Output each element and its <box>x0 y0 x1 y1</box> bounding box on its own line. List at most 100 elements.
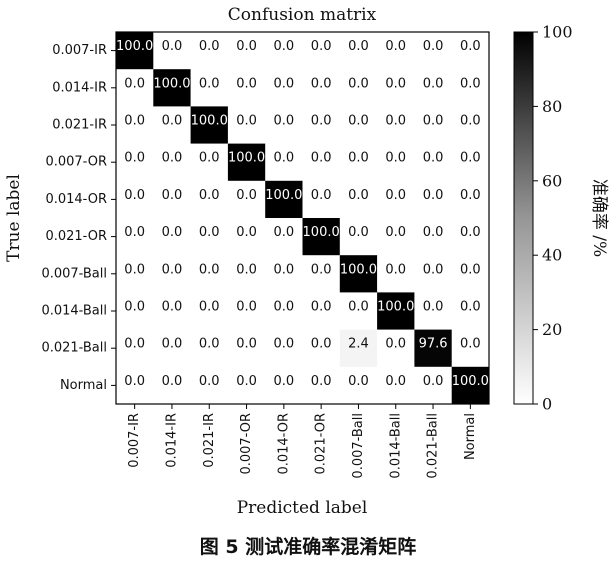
heatmap-cell <box>153 218 191 256</box>
heatmap-cell <box>227 180 266 219</box>
x-axis-label: Predicted label <box>237 498 368 518</box>
cell-value-label: 0.0 <box>348 374 369 389</box>
y-tick-label: 0.007-Ball <box>41 266 107 281</box>
figure-caption: 图 5 测试准确率混淆矩阵 <box>199 536 417 558</box>
cell-value-label: 0.0 <box>423 374 444 389</box>
x-tick-label: 0.014-Ball <box>388 413 403 479</box>
cell-value-label: 0.0 <box>460 151 481 166</box>
heatmap-cell <box>339 32 378 70</box>
cell-value-label: 100.0 <box>303 225 340 240</box>
x-tick-label: 0.014-OR <box>276 413 291 475</box>
heatmap-cell <box>302 292 341 330</box>
heatmap-cell <box>414 255 452 293</box>
heatmap-cell <box>265 143 303 182</box>
cell-value-label: 0.0 <box>348 225 369 240</box>
heatmap-cell <box>190 292 229 330</box>
heatmap-cell <box>302 143 341 182</box>
cell-value-label: 0.0 <box>199 188 220 203</box>
cell-value-label: 0.0 <box>311 39 332 54</box>
heatmap-cell <box>153 143 191 182</box>
heatmap-cell <box>414 329 452 368</box>
heatmap-cell <box>302 180 341 219</box>
cell-value-label: 0.0 <box>385 374 406 389</box>
heatmap-cell <box>190 180 229 219</box>
cell-value-label: 2.4 <box>348 337 369 352</box>
y-tick-label: 0.007-IR <box>52 43 107 58</box>
heatmap-cell <box>451 366 490 405</box>
cell-value-label: 0.0 <box>162 337 183 352</box>
cell-value-label: 0.0 <box>385 225 406 240</box>
heatmap-cell <box>116 180 154 219</box>
cell-value-label: 0.0 <box>274 76 295 91</box>
y-tick-label: Normal <box>60 378 107 393</box>
heatmap-cell <box>190 218 229 256</box>
heatmap-cell-labels: 100.0 0.0 0.0 0.0 0.0 0.0 0.0 0.0 0.0 0.0 0.0 100.0… <box>116 39 489 389</box>
heatmap-cell <box>265 32 303 70</box>
heatmap-cell <box>153 292 191 330</box>
heatmap-cell <box>265 69 303 107</box>
heatmap-cell <box>377 218 415 256</box>
cell-value-label: 0.0 <box>311 337 332 352</box>
x-tick-label: 0.007-OR <box>239 413 254 475</box>
x-tick-label: 0.021-OR <box>314 413 329 475</box>
heatmap-cell <box>451 292 490 330</box>
cell-value-label: 0.0 <box>311 151 332 166</box>
y-tick-label: 0.021-OR <box>45 229 107 244</box>
heatmap-cell <box>339 69 378 107</box>
heatmap-cell <box>153 329 191 368</box>
colorbar-tick-label: 60 <box>542 171 562 190</box>
heatmap-cell <box>116 255 154 293</box>
cell-value-label: 97.6 <box>419 337 448 352</box>
heatmap-cell <box>227 106 266 144</box>
heatmap-cell <box>227 255 266 293</box>
colorbar-tick-label: 40 <box>542 246 562 265</box>
colorbar-label: 准确率 /% <box>589 179 609 257</box>
cell-value-label: 0.0 <box>385 151 406 166</box>
heatmap-cell <box>451 106 490 144</box>
cell-value-label: 0.0 <box>124 225 145 240</box>
cell-value-label: 0.0 <box>199 76 220 91</box>
heatmap-cell <box>265 366 303 405</box>
heatmap-cell <box>190 366 229 405</box>
cell-value-label: 100.0 <box>228 151 265 166</box>
heatmap-cell <box>451 69 490 107</box>
cell-value-label: 0.0 <box>162 151 183 166</box>
heatmap-cell <box>227 143 266 182</box>
heatmap-cell <box>116 69 154 107</box>
cell-value-label: 0.0 <box>199 300 220 315</box>
heatmap-cell <box>414 180 452 219</box>
heatmap-cell <box>377 255 415 293</box>
cell-value-label: 0.0 <box>199 374 220 389</box>
heatmap-cell <box>116 292 154 330</box>
heatmap-cell <box>339 143 378 182</box>
heatmap-cell <box>377 329 415 368</box>
cell-value-label: 0.0 <box>236 225 257 240</box>
cell-value-label: 100.0 <box>153 76 190 91</box>
heatmap-cell <box>227 329 266 368</box>
cell-value-label: 100.0 <box>377 300 414 315</box>
cell-value-label: 0.0 <box>162 39 183 54</box>
y-tick-labels: 0.007-IR 0.014-IR 0.021-IR 0.007-OR 0.014-OR… <box>41 43 116 393</box>
heatmap-cell <box>190 255 229 293</box>
heatmap-cell <box>227 366 266 405</box>
heatmap-cell <box>377 366 415 405</box>
heatmap-cell <box>339 366 378 405</box>
heatmap-cell <box>377 292 415 330</box>
heatmap-cell <box>451 329 490 368</box>
cell-value-label: 0.0 <box>124 188 145 203</box>
heatmap-cell <box>265 218 303 256</box>
cell-value-label: 0.0 <box>236 337 257 352</box>
cell-value-label: 0.0 <box>460 188 481 203</box>
cell-value-label: 0.0 <box>348 39 369 54</box>
chart-title: Confusion matrix <box>228 5 377 25</box>
cell-value-label: 0.0 <box>236 262 257 277</box>
heatmap-cell <box>302 218 341 256</box>
heatmap-cell <box>190 106 229 144</box>
cell-value-label: 0.0 <box>385 114 406 129</box>
cell-value-label: 100.0 <box>116 39 153 54</box>
cell-value-label: 0.0 <box>311 374 332 389</box>
heatmap-cell <box>153 255 191 293</box>
heatmap-cell <box>302 106 341 144</box>
cell-value-label: 0.0 <box>423 114 444 129</box>
cell-value-label: 0.0 <box>385 337 406 352</box>
